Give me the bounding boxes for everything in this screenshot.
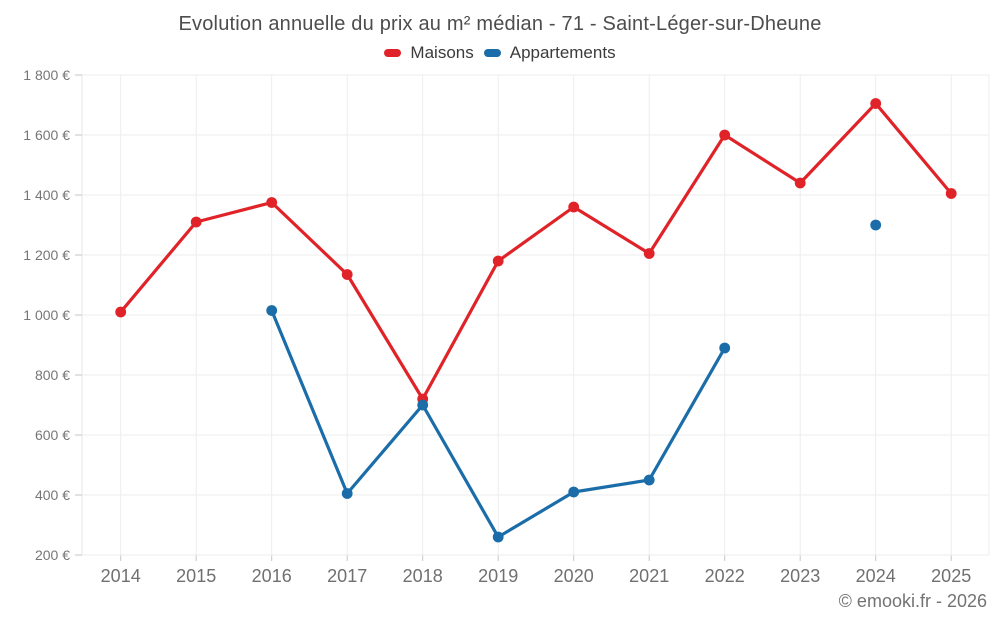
point-appartements-2020	[568, 486, 580, 498]
x-tick-label: 2017	[327, 566, 367, 586]
point-appartements-2021	[643, 474, 655, 486]
point-maisons-2025	[945, 188, 957, 199]
legend-label-maisons: Maisons	[410, 43, 474, 62]
x-tick-label: 2014	[101, 566, 141, 586]
x-tick-label: 2015	[176, 566, 216, 586]
y-tick-label: 1 400 €	[23, 187, 70, 203]
point-maisons-2017	[341, 269, 353, 280]
maisons-swatch-icon	[384, 49, 402, 57]
point-maisons-2020	[568, 201, 580, 213]
point-maisons-2016	[266, 197, 278, 208]
copyright-credit: © emooki.fr - 2026	[838, 591, 987, 611]
point-appartements-2024	[870, 219, 882, 231]
y-tick-label: 1 800 €	[23, 67, 70, 83]
legend-item-maisons[interactable]: Maisons	[384, 43, 474, 63]
point-maisons-2022	[719, 129, 731, 141]
x-tick-label: 2016	[252, 566, 292, 586]
point-appartements-2022	[719, 342, 731, 354]
point-maisons-2015	[190, 216, 202, 228]
y-tick-label: 1 200 €	[23, 247, 70, 263]
point-appartements-2017	[341, 488, 353, 499]
appartements-swatch-icon	[483, 49, 501, 57]
point-appartements-2019	[492, 531, 504, 543]
y-tick-label: 600 €	[35, 427, 70, 443]
x-tick-label: 2021	[629, 566, 669, 586]
x-tick-label: 2023	[780, 566, 820, 586]
point-maisons-2024	[870, 98, 882, 109]
y-tick-label: 800 €	[35, 367, 70, 383]
legend-item-appartements[interactable]: Appartements	[483, 43, 616, 63]
point-appartements-2016	[266, 305, 278, 316]
point-maisons-2021	[643, 248, 655, 259]
x-tick-label: 2022	[705, 566, 745, 586]
chart-title: Evolution annuelle du prix au m² médian …	[178, 13, 822, 35]
legend-label-appartements: Appartements	[509, 43, 616, 62]
x-tick-label: 2024	[856, 566, 896, 586]
x-tick-label: 2020	[554, 566, 594, 586]
x-tick-label: 2018	[403, 566, 443, 586]
y-tick-label: 400 €	[35, 487, 70, 503]
x-tick-label: 2025	[931, 566, 971, 586]
point-maisons-2019	[492, 255, 504, 267]
x-tick-label: 2019	[478, 566, 518, 586]
point-maisons-2014	[115, 306, 127, 318]
point-maisons-2023	[794, 177, 806, 189]
legend: Maisons Appartements	[0, 43, 1000, 63]
y-tick-label: 1 000 €	[23, 307, 70, 323]
y-tick-label: 1 600 €	[23, 127, 70, 143]
point-appartements-2018	[417, 399, 429, 411]
maisons-line	[119, 101, 953, 401]
y-tick-label: 200 €	[35, 547, 70, 563]
